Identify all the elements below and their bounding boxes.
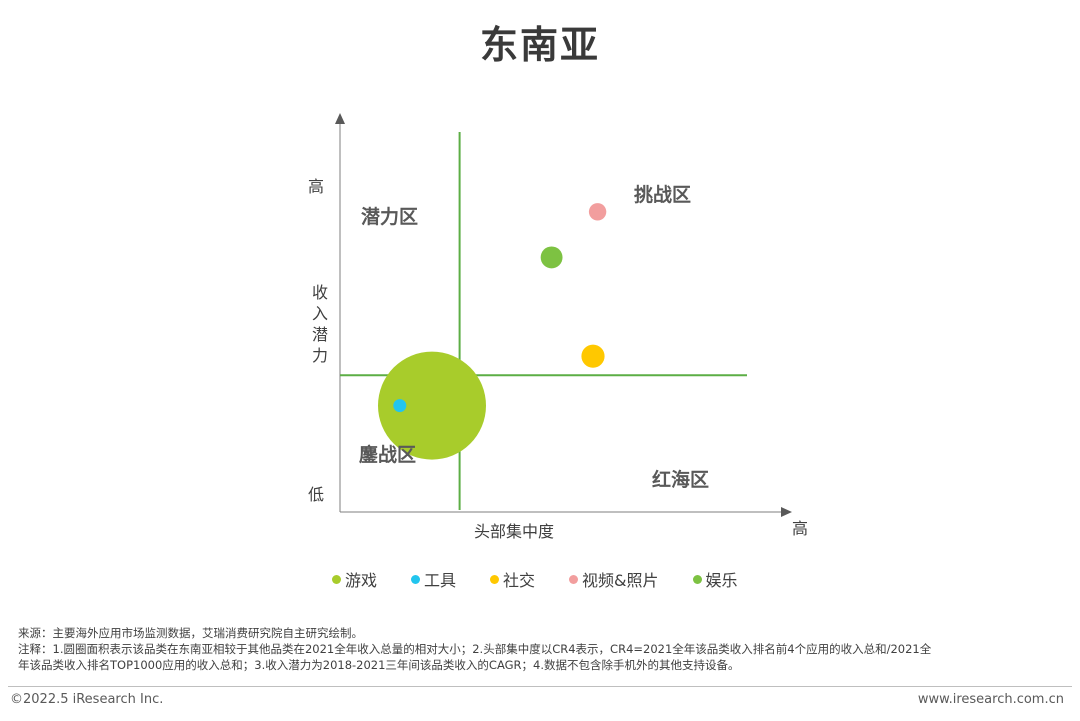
legend-label: 视频&照片 xyxy=(582,571,659,590)
source-note: 来源：主要海外应用市场监测数据，艾瑞消费研究院自主研究绘制。 xyxy=(18,626,363,640)
x-axis-high-label: 高 xyxy=(792,519,808,538)
legend-swatch xyxy=(569,574,579,584)
legend-item-1: 工具 xyxy=(411,567,456,591)
footer-website[interactable]: www.iresearch.com.cn xyxy=(917,692,1064,707)
legend-label: 游戏 xyxy=(345,571,378,590)
y-axis-low-label: 低 xyxy=(308,485,324,504)
legend-item-0: 游戏 xyxy=(332,567,377,591)
y-axis-title: 收入潜力 xyxy=(312,283,328,365)
bubble-4 xyxy=(540,246,563,269)
legend-swatch xyxy=(332,574,341,584)
bubble-1 xyxy=(393,399,407,413)
legend-label: 工具 xyxy=(424,571,457,590)
legend-label: 社交 xyxy=(503,571,536,590)
footer-divider xyxy=(8,686,1072,687)
annotation-line-2: 年该品类收入排名TOP1000应用的收入总和；3.收入潜力为2018-2021三… xyxy=(18,658,740,672)
legend-label: 娱乐 xyxy=(705,571,738,590)
bubble-group xyxy=(378,203,607,460)
legend-swatch xyxy=(411,574,421,584)
quadrant-label-top-left: 潜力区 xyxy=(361,205,418,228)
legend-item-4: 娱乐 xyxy=(692,567,738,591)
footer-copyright: ©2022.5 iResearch Inc. xyxy=(10,692,164,707)
quadrant-bubble-chart: 潜力区 挑战区 鏖战区 红海区 高 低 收入潜力 头部集中度 高 xyxy=(308,113,808,541)
legend-swatch xyxy=(490,574,500,584)
legend-item-2: 社交 xyxy=(490,567,535,591)
notes-block: 来源：主要海外应用市场监测数据，艾瑞消费研究院自主研究绘制。 注释：1.圆圈面积… xyxy=(18,625,1073,673)
page-title: 东南亚 xyxy=(479,23,600,67)
y-axis-arrow xyxy=(335,113,345,124)
bubble-3 xyxy=(588,203,607,221)
legend: 游戏 工具 社交 视频&照片 娱乐 xyxy=(332,567,772,591)
legend-item-3: 视频&照片 xyxy=(569,567,659,591)
quadrant-label-top-right: 挑战区 xyxy=(634,184,691,206)
annotation-line-1: 注释：1.圆圈面积表示该品类在东南亚相较于其他品类在2021全年收入总量的相对大… xyxy=(18,642,932,656)
legend-swatch xyxy=(692,574,702,584)
x-axis-arrow xyxy=(781,507,792,517)
bubble-2 xyxy=(581,344,605,368)
quadrant-label-bottom-right: 红海区 xyxy=(652,468,709,491)
x-axis-title: 头部集中度 xyxy=(474,522,554,541)
bubble-0 xyxy=(378,351,486,460)
quadrant-label-bottom-left: 鏖战区 xyxy=(359,443,416,466)
y-axis-high-label: 高 xyxy=(308,177,324,196)
